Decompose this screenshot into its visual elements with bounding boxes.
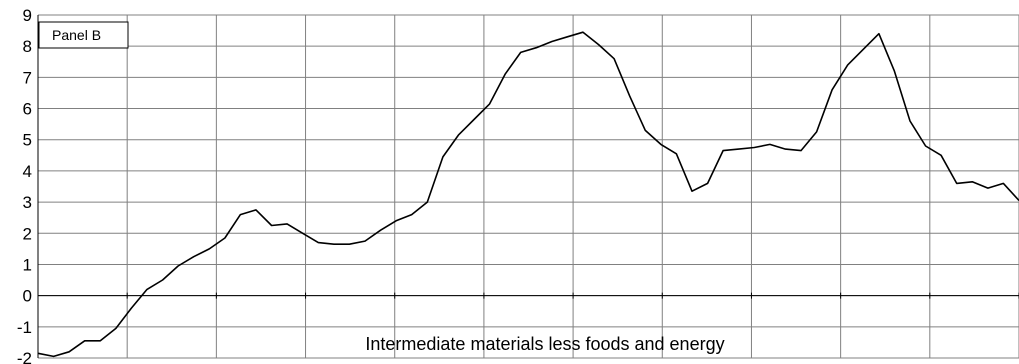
x-axis-ticks [38,292,1019,299]
vertical-gridlines [37,15,1019,358]
y-tick-label: -2 [17,349,32,364]
panel-label-frame [38,21,129,49]
y-tick-label: 1 [23,255,32,274]
y-tick-label: 7 [23,68,32,87]
y-tick-label: 2 [23,224,32,243]
panel-label-box: Panel B [38,21,129,49]
series-layer [37,31,1019,358]
y-axis-tick-labels: -2 -1 0 1 2 3 4 5 6 7 8 9 [17,6,32,364]
y-tick-label: 9 [23,6,32,25]
y-tick-label: 4 [23,162,32,181]
y-tick-label: 8 [23,37,32,56]
series-annotation: Intermediate materials less foods and en… [365,334,724,354]
series-line [37,31,1019,358]
y-tick-label: 6 [23,100,32,119]
horizontal-gridlines [38,14,1019,359]
y-tick-label: -1 [17,318,32,337]
y-tick-label: 3 [23,193,32,212]
y-tick-label: 0 [23,287,32,306]
panel-label: Panel B [52,27,101,43]
y-tick-label: 5 [23,131,32,150]
